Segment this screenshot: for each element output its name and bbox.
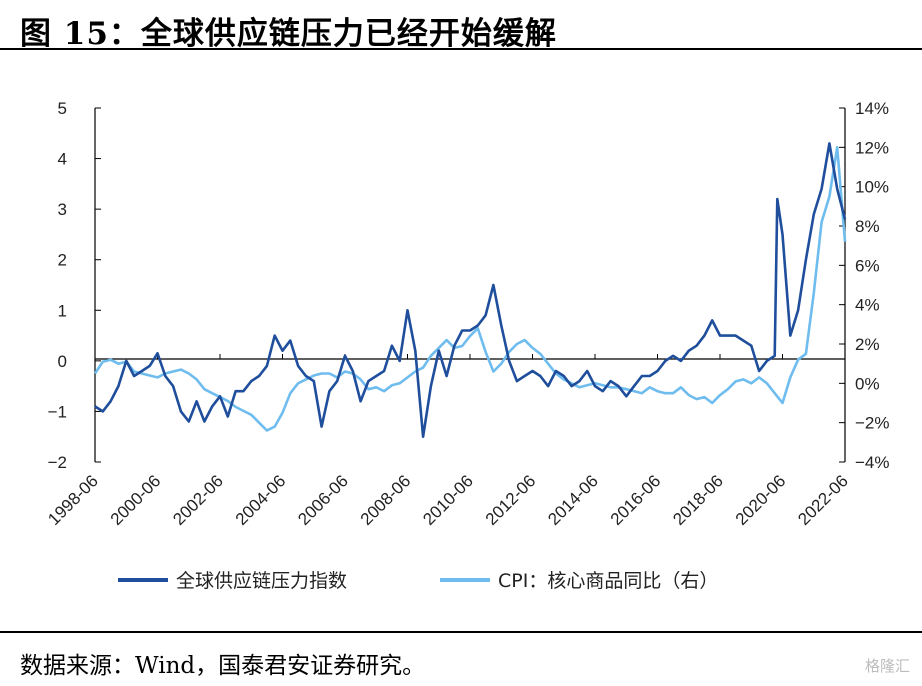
legend-label-cpi: CPI：核心商品同比（右）	[498, 570, 718, 592]
watermark: 格隆汇	[864, 657, 910, 675]
source-note: 数据来源：Wind，国泰君安证券研究。	[20, 653, 426, 679]
x-tick-label: 2000-06	[107, 471, 165, 529]
x-tick-label: 2016-06	[607, 471, 665, 529]
x-tick-label: 2006-06	[294, 471, 352, 529]
chart-axes: 5 4 3 2 1 0 −1 −2 14% 12% 10% 8% 6% 4% 2% 0% −2% −4% 1998-…	[44, 99, 889, 529]
series-line-cpi	[93, 146, 847, 432]
left-tick-label: −1	[48, 402, 67, 421]
x-tick-label: 2012-06	[482, 471, 540, 529]
x-tick-label: 2002-06	[169, 471, 227, 529]
x-tick-label: 2022-06	[794, 471, 852, 529]
left-tick-label: 3	[58, 200, 67, 219]
right-tick-label: 8%	[855, 217, 880, 236]
x-tick-label: 2020-06	[732, 471, 790, 529]
chart-legend: 全球供应链压力指数 CPI：核心商品同比（右）	[118, 570, 718, 592]
legend-label-gscpi: 全球供应链压力指数	[176, 570, 347, 592]
x-tick-label: 2008-06	[357, 471, 415, 529]
x-tick-label: 2004-06	[232, 471, 290, 529]
x-tick-label: 2018-06	[669, 471, 727, 529]
left-tick-label: 1	[58, 301, 67, 320]
right-tick-label: 10%	[855, 178, 889, 197]
right-tick-label: 6%	[855, 256, 880, 275]
right-tick-label: 2%	[855, 335, 880, 354]
right-tick-label: −4%	[855, 453, 890, 472]
right-tick-label: 4%	[855, 296, 880, 315]
left-tick-label: 2	[58, 251, 67, 270]
x-tick-label: 2010-06	[419, 471, 477, 529]
left-tick-label: 0	[58, 352, 67, 371]
x-tick-label: 1998-06	[44, 471, 102, 529]
left-tick-label: −2	[48, 453, 67, 472]
left-tick-label: 5	[58, 99, 67, 118]
series-layer	[93, 142, 847, 438]
left-tick-label: 4	[58, 150, 67, 169]
series-line-gscpi	[94, 142, 847, 438]
right-tick-label: 14%	[855, 99, 889, 118]
right-tick-label: −2%	[855, 414, 890, 433]
title-rule	[0, 48, 922, 50]
chart-title: 图 15：全球供应链压力已经开始缓解	[20, 16, 557, 52]
source-rule	[0, 631, 922, 633]
right-tick-label: 0%	[855, 374, 880, 393]
x-tick-label: 2014-06	[544, 471, 602, 529]
right-tick-label: 12%	[855, 138, 889, 157]
